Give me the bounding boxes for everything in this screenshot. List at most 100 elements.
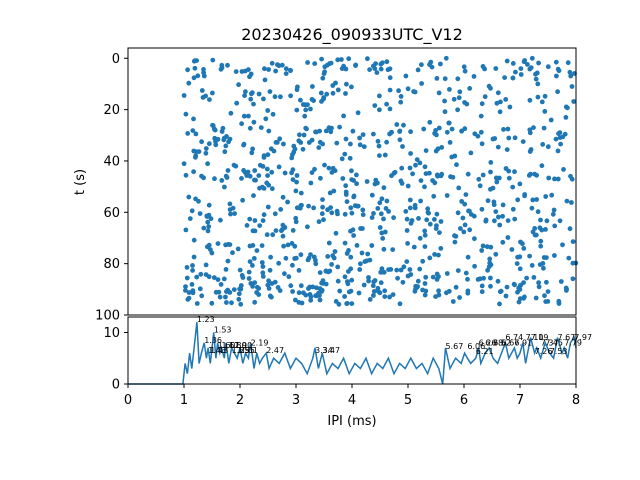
- raster-point: [313, 261, 319, 267]
- raster-point: [342, 151, 348, 157]
- raster-points: [181, 55, 579, 307]
- raster-point: [428, 59, 434, 65]
- raster-point: [316, 290, 321, 296]
- raster-point: [225, 168, 231, 173]
- raster-point: [191, 75, 197, 81]
- raster-point: [425, 210, 431, 215]
- raster-point: [250, 228, 256, 234]
- raster-point: [349, 84, 354, 90]
- histogram-x-tick-label: 8: [572, 393, 580, 408]
- raster-point: [305, 257, 311, 263]
- raster-point: [422, 228, 428, 234]
- raster-point: [554, 73, 559, 79]
- raster-point: [293, 188, 299, 194]
- raster-point: [240, 197, 246, 203]
- raster-point: [405, 273, 411, 279]
- raster-point: [206, 224, 212, 230]
- peak-label: 1.60: [218, 341, 236, 350]
- raster-point: [328, 60, 334, 66]
- raster-point: [377, 107, 382, 113]
- raster-point: [370, 283, 376, 289]
- raster-point: [529, 263, 535, 268]
- raster-point: [308, 294, 314, 300]
- raster-point: [479, 289, 485, 295]
- raster-point: [252, 177, 257, 183]
- histogram-y-tick-label: 10: [103, 326, 120, 341]
- raster-point: [501, 126, 506, 132]
- raster-point: [550, 211, 556, 217]
- raster-point: [371, 293, 376, 298]
- raster-point: [462, 68, 468, 74]
- raster-point: [394, 122, 400, 127]
- raster-point: [488, 244, 494, 250]
- raster-point: [380, 236, 386, 241]
- raster-point: [238, 301, 244, 307]
- raster-point: [309, 170, 315, 176]
- raster-point: [205, 219, 211, 225]
- raster-point: [417, 160, 423, 166]
- raster-point: [373, 177, 379, 183]
- raster-point: [485, 198, 491, 204]
- raster-point: [556, 301, 562, 306]
- raster-point: [249, 91, 254, 97]
- raster-point: [416, 216, 421, 221]
- raster-point: [349, 210, 355, 216]
- raster-point: [369, 215, 375, 221]
- peak-labels: 1.231.531.361.431.431.671.601.801.851.90…: [197, 315, 592, 356]
- raster-point: [455, 107, 460, 113]
- raster-point: [282, 271, 287, 277]
- raster-point: [246, 113, 251, 119]
- raster-point: [560, 134, 566, 140]
- raster-point: [505, 235, 511, 240]
- raster-point: [272, 94, 278, 100]
- raster-point: [318, 90, 324, 96]
- raster-point: [262, 77, 268, 83]
- raster-point: [461, 64, 467, 70]
- raster-point: [261, 155, 267, 160]
- raster-point: [246, 67, 251, 72]
- raster-point: [201, 225, 207, 231]
- raster-point: [293, 255, 299, 261]
- raster-point: [451, 96, 457, 102]
- raster-point: [290, 177, 296, 183]
- raster-point: [505, 218, 511, 224]
- raster-point: [232, 211, 238, 217]
- raster-point: [536, 280, 541, 286]
- raster-point: [219, 65, 225, 71]
- raster-point: [382, 288, 388, 294]
- peak-label: 1.23: [197, 315, 215, 324]
- raster-point: [377, 225, 383, 230]
- raster-point: [184, 265, 190, 270]
- raster-point: [539, 99, 545, 105]
- raster-point: [270, 232, 276, 238]
- raster-point: [434, 271, 440, 277]
- raster-point: [411, 89, 416, 94]
- raster-point: [290, 167, 296, 173]
- raster-point: [400, 279, 406, 285]
- raster-point: [450, 299, 456, 304]
- raster-point: [294, 173, 300, 178]
- raster-point: [229, 300, 234, 306]
- raster-point: [324, 62, 330, 68]
- raster-point: [348, 254, 354, 260]
- raster-point: [349, 168, 354, 174]
- raster-point: [569, 84, 575, 89]
- raster-point: [526, 173, 532, 178]
- raster-point: [283, 66, 289, 72]
- raster-point: [323, 281, 329, 287]
- raster-point: [495, 144, 501, 150]
- raster-point: [421, 126, 427, 132]
- raster-point: [201, 73, 207, 79]
- raster-point: [552, 176, 557, 182]
- raster-point: [192, 65, 198, 71]
- raster-point: [266, 278, 271, 284]
- raster-point: [401, 122, 406, 128]
- raster-point: [515, 197, 521, 203]
- raster-point: [335, 264, 341, 270]
- raster-point: [195, 73, 201, 79]
- raster-point: [191, 116, 196, 122]
- raster-point: [500, 239, 506, 245]
- raster-point: [354, 243, 360, 248]
- raster-point: [552, 253, 557, 258]
- raster-point: [510, 206, 516, 212]
